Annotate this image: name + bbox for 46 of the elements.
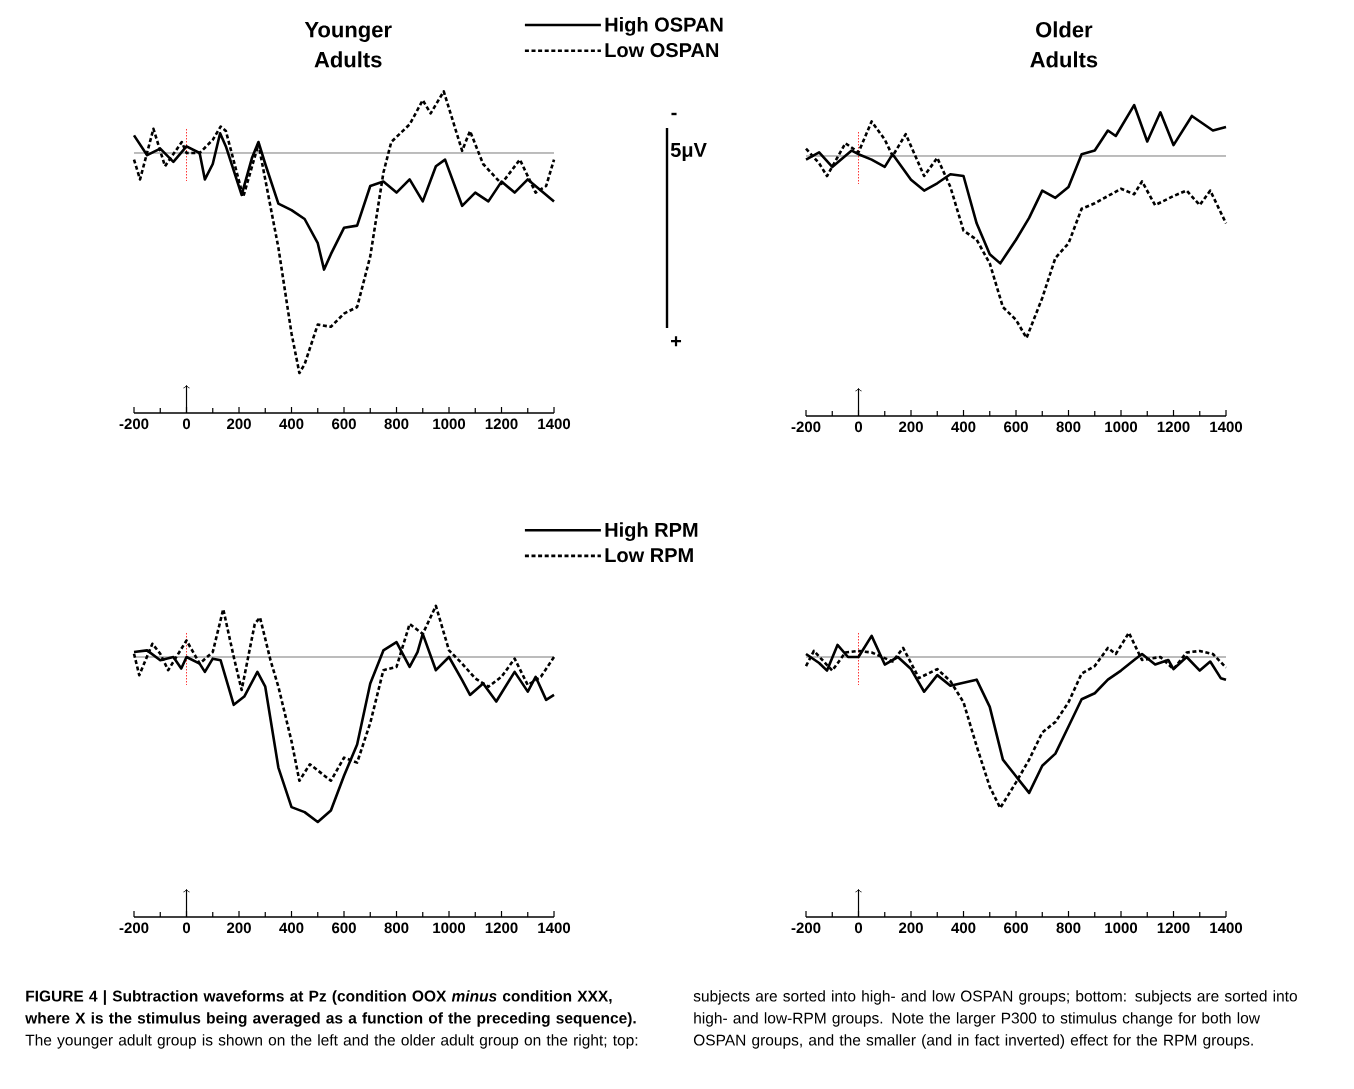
x-tick-label: 800	[1056, 421, 1081, 433]
x-tick-label: 1400	[538, 418, 571, 430]
legend-label: Low RPM	[605, 548, 693, 563]
x-tick-label: -200	[119, 922, 149, 934]
legend-label: Low OSPAN	[605, 43, 719, 58]
x-tick-label: 400	[279, 922, 304, 934]
x-tick-label: 0	[854, 922, 863, 934]
x-tick-label: -200	[119, 418, 149, 430]
x-tick-label: -200	[791, 922, 821, 934]
chart-title: Older Adults	[1030, 21, 1098, 68]
x-tick-label: 1000	[433, 922, 466, 934]
x-tick-label: 400	[951, 421, 976, 433]
x-tick-label: 600	[332, 922, 356, 934]
x-tick-label: 600	[332, 418, 356, 430]
x-tick-label: 600	[1004, 421, 1028, 433]
x-tick-label: 1000	[1105, 421, 1138, 433]
legend-label: High RPM	[605, 522, 698, 541]
x-tick-label: 200	[899, 421, 923, 433]
x-tick-label: 0	[854, 421, 863, 433]
x-tick-label: 1000	[433, 418, 466, 430]
x-tick-label: 1200	[485, 922, 518, 934]
x-tick-label: 800	[384, 418, 409, 430]
text: -	[671, 112, 677, 116]
chart-title: Younger Adults	[304, 22, 392, 68]
x-tick-label: 0	[182, 922, 191, 934]
x-tick-label: 200	[227, 922, 251, 934]
x-tick-label: 1400	[538, 922, 571, 934]
x-tick-label: 200	[899, 922, 923, 934]
x-tick-label: 1200	[485, 418, 518, 430]
x-tick-label: 400	[279, 418, 304, 430]
x-tick-label: 800	[1056, 922, 1081, 934]
x-tick-label: 1400	[1210, 922, 1243, 934]
text: FIGURE 4 | Subtraction waveforms at Pz (condition OOX minus condition XXX, where X is the stimulus being averaged as a function of the preceding sequence). The younger adult group is shown on the left and the older adult group on the right; top: subjects are sorted into high- and low OSPAN groups; bottom: subjects are sorted into high- and low-RPM groups. Note the larger P300 to stimulus change for both low OSPAN groups, and the smaller (and in fact inverted) effect for the RPM groups.	[25, 990, 1297, 1049]
x-tick-label: 1400	[1210, 421, 1243, 433]
x-tick-label: 600	[1004, 922, 1028, 934]
x-tick-label: 0	[182, 418, 191, 430]
x-tick-label: 1200	[1157, 421, 1190, 433]
x-tick-label: 1000	[1105, 922, 1138, 934]
x-tick-label: 800	[384, 922, 409, 934]
x-tick-label: -200	[791, 421, 821, 433]
text: 5μV	[670, 143, 707, 161]
legend-label: High OSPAN	[605, 17, 723, 36]
x-tick-label: 200	[227, 418, 251, 430]
text: +	[671, 336, 682, 347]
x-tick-label: 400	[951, 922, 976, 934]
x-tick-label: 1200	[1157, 922, 1190, 934]
